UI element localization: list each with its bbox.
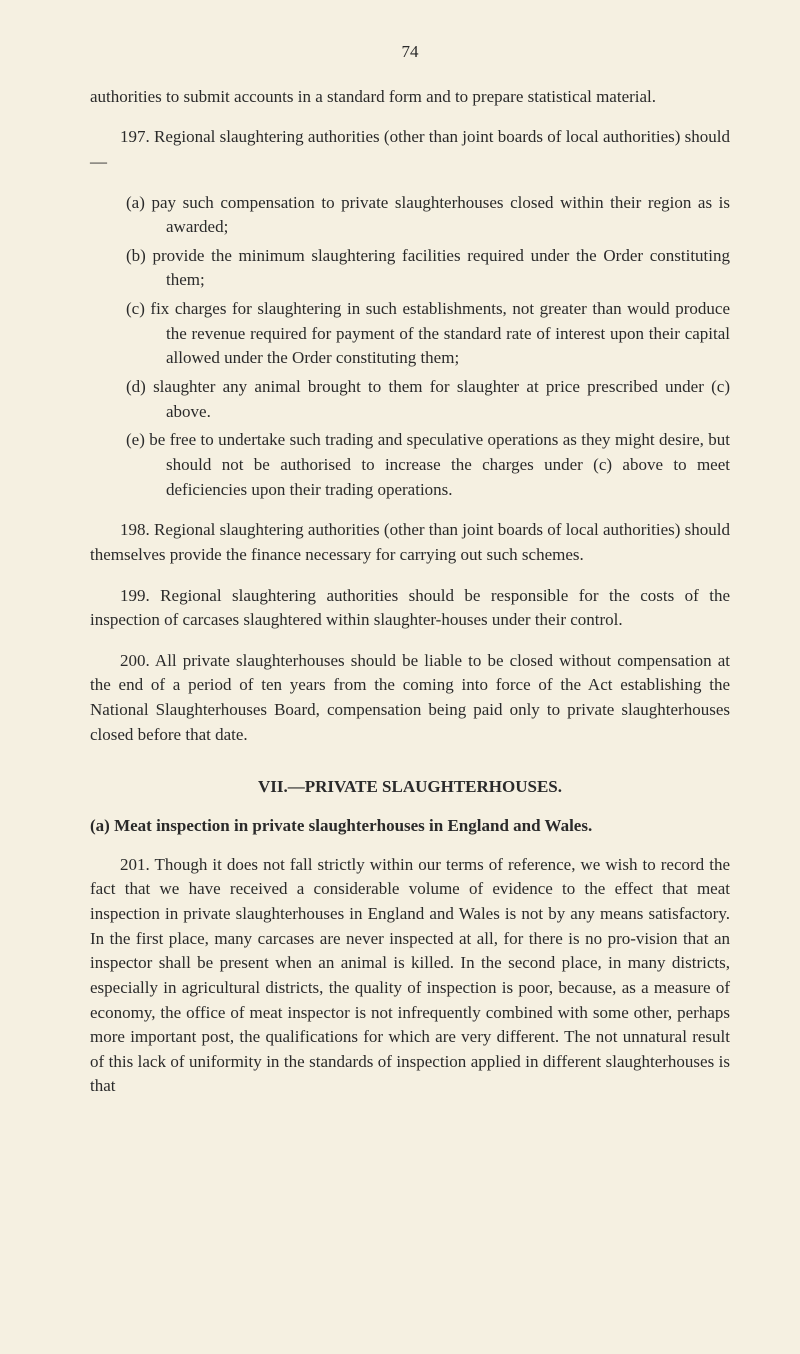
paragraph-197: 197. Regional slaughtering authorities (… (90, 125, 730, 174)
section-heading-vii: VII.—PRIVATE SLAUGHTERHOUSES. (90, 775, 730, 800)
page-number: 74 (90, 40, 730, 65)
paragraph-201: 201. Though it does not fall strictly wi… (90, 853, 730, 1099)
paragraph-200: 200. All private slaughterhouses should … (90, 649, 730, 748)
list-item-b: (b) provide the minimum slaughtering fac… (90, 244, 730, 293)
subsection-heading-a: (a) Meat inspection in private slaughter… (90, 814, 730, 839)
paragraph-199: 199. Regional slaughtering authorities s… (90, 584, 730, 633)
list-item-c: (c) fix charges for slaughtering in such… (90, 297, 730, 371)
paragraph-intro: authorities to submit accounts in a stan… (90, 85, 730, 110)
list-item-e: (e) be free to undertake such trading an… (90, 428, 730, 502)
document-page: 74 authorities to submit accounts in a s… (0, 0, 800, 1165)
list-item-a: (a) pay such compensation to private sla… (90, 191, 730, 240)
paragraph-198: 198. Regional slaughtering authorities (… (90, 518, 730, 567)
list-197: (a) pay such compensation to private sla… (90, 191, 730, 503)
list-item-d: (d) slaughter any animal brought to them… (90, 375, 730, 424)
